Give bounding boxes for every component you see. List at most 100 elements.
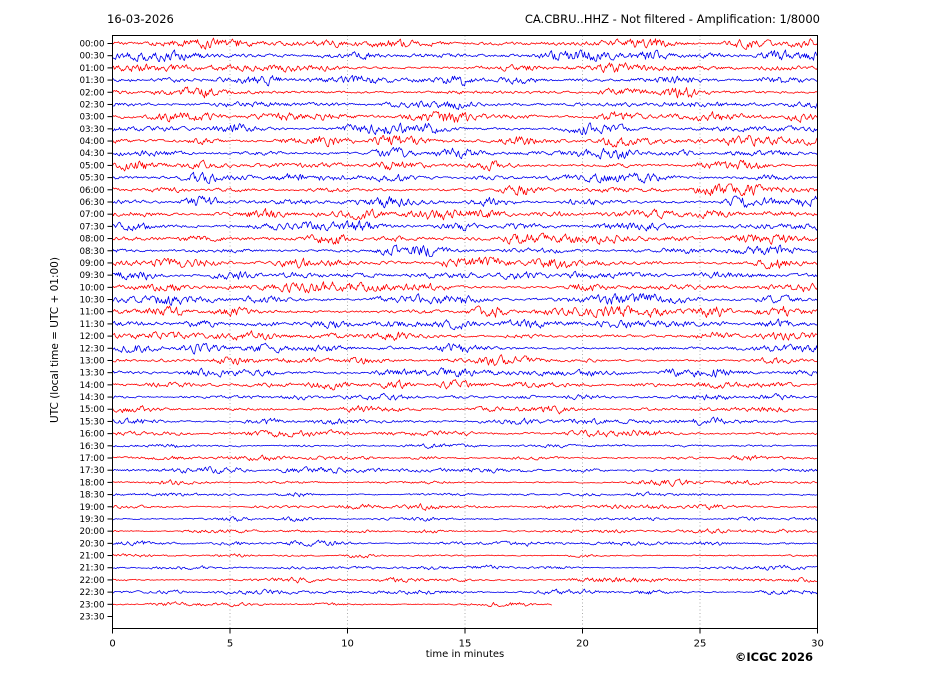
y-tick-label: 11:30 (79, 320, 104, 330)
seismic-trace-0830 (112, 244, 818, 258)
y-tick-label: 07:30 (79, 222, 104, 232)
y-tick-label: 14:30 (79, 393, 104, 403)
station-title: CA.CBRU..HHZ - Not filtered - Amplificat… (524, 12, 820, 26)
seismic-trace-0200 (112, 86, 818, 99)
y-tick-label: 03:30 (79, 125, 104, 135)
x-tick-label: 0 (109, 639, 115, 650)
y-tick-label: 04:30 (79, 149, 104, 159)
seismic-trace-1730 (112, 466, 818, 475)
seismic-trace-1430 (112, 392, 818, 401)
y-tick-label: 12:00 (79, 332, 104, 342)
seismic-trace-2100 (112, 553, 818, 559)
seismic-trace-1900 (112, 503, 818, 511)
y-tick-label: 18:30 (79, 491, 104, 501)
seismic-trace-1130 (112, 318, 818, 331)
y-tick-label: 01:30 (79, 76, 104, 86)
y-tick-label: 17:30 (79, 466, 104, 476)
seismic-trace-0800 (112, 232, 818, 245)
date-title: 16-03-2026 (107, 12, 174, 26)
y-tick-label: 19:00 (79, 503, 104, 513)
seismic-trace-1330 (112, 367, 818, 378)
x-tick-label: 15 (459, 639, 472, 650)
seismic-trace-1830 (112, 491, 818, 498)
seismic-trace-0700 (112, 207, 818, 221)
seismic-trace-0600 (112, 183, 818, 197)
y-tick-label: 16:30 (79, 442, 104, 452)
y-tick-label: 13:00 (79, 356, 104, 366)
x-tick-label: 30 (811, 639, 824, 650)
seismic-trace-1930 (112, 516, 818, 522)
seismic-trace-2000 (112, 528, 818, 534)
seismic-trace-2030 (112, 539, 818, 547)
y-tick-label: 10:30 (79, 296, 104, 306)
y-tick-label: 00:00 (79, 40, 104, 50)
seismic-trace-1630 (112, 443, 818, 449)
seismic-trace-1200 (112, 330, 818, 341)
y-tick-label: 06:30 (79, 198, 104, 208)
seismic-trace-2300 (112, 601, 552, 608)
y-tick-label: 22:30 (79, 588, 104, 598)
y-tick-label: 16:00 (79, 430, 104, 440)
seismic-trace-0230 (112, 100, 818, 110)
y-tick-label: 01:00 (79, 64, 104, 74)
y-tick-label: 20:00 (79, 527, 104, 537)
seismic-trace-2230 (112, 588, 818, 595)
y-tick-label: 22:00 (79, 576, 104, 586)
seismic-trace-0630 (112, 195, 818, 209)
copyright-text: ©ICGC 2026 (734, 650, 813, 664)
y-tick-label: 21:00 (79, 552, 104, 562)
x-tick-label: 5 (227, 639, 233, 650)
y-tick-label: 03:00 (79, 113, 104, 123)
seismic-trace-0330 (112, 122, 818, 136)
seismic-trace-1230 (112, 342, 818, 355)
seismic-trace-1530 (112, 416, 818, 426)
y-tick-label: 15:30 (79, 417, 104, 427)
seismic-trace-0530 (112, 171, 818, 184)
y-tick-label: 06:00 (79, 186, 104, 196)
x-tick-label: 10 (341, 639, 354, 650)
y-tick-label: 02:30 (79, 100, 104, 110)
y-tick-label: 09:00 (79, 259, 104, 269)
y-tick-label: 17:00 (79, 454, 104, 464)
y-tick-label: 02:00 (79, 88, 104, 98)
seismic-trace-1700 (112, 454, 818, 462)
y-tick-label: 23:00 (79, 600, 104, 610)
seismic-trace-0000 (112, 37, 818, 50)
y-tick-label: 12:30 (79, 344, 104, 354)
seismic-trace-2200 (112, 576, 818, 584)
y-tick-label: 11:00 (79, 308, 104, 318)
y-tick-label: 18:00 (79, 478, 104, 488)
y-tick-label: 15:00 (79, 405, 104, 415)
x-tick-label: 20 (576, 639, 589, 650)
y-tick-label: 19:30 (79, 515, 104, 525)
x-tick-label: 25 (694, 639, 707, 650)
seismic-trace-0030 (112, 49, 818, 62)
seismic-trace-0300 (112, 111, 818, 123)
seismic-trace-1500 (112, 405, 818, 415)
seismic-trace-0930 (112, 270, 818, 281)
seismic-trace-1600 (112, 429, 818, 438)
x-axis-label: time in minutes (425, 649, 505, 660)
seismic-trace-1300 (112, 354, 818, 366)
seismic-trace-1000 (112, 281, 818, 294)
y-tick-label: 10:00 (79, 283, 104, 293)
seismic-trace-1800 (112, 478, 818, 488)
y-tick-label: 05:30 (79, 174, 104, 184)
seismic-trace-0100 (112, 62, 818, 73)
y-tick-label: 21:30 (79, 564, 104, 574)
y-tick-label: 05:00 (79, 161, 104, 171)
seismic-trace-1030 (112, 293, 818, 306)
y-tick-label: 00:30 (79, 52, 104, 62)
seismic-trace-0400 (112, 135, 818, 148)
seismic-trace-0500 (112, 159, 818, 172)
y-tick-label: 08:30 (79, 247, 104, 257)
seismic-trace-0730 (112, 220, 818, 232)
y-tick-label: 20:30 (79, 539, 104, 549)
seismic-trace-0430 (112, 146, 818, 160)
y-tick-label: 08:00 (79, 235, 104, 245)
seismic-trace-0900 (112, 256, 818, 270)
y-tick-label: 07:00 (79, 210, 104, 220)
y-tick-label: 04:00 (79, 137, 104, 147)
